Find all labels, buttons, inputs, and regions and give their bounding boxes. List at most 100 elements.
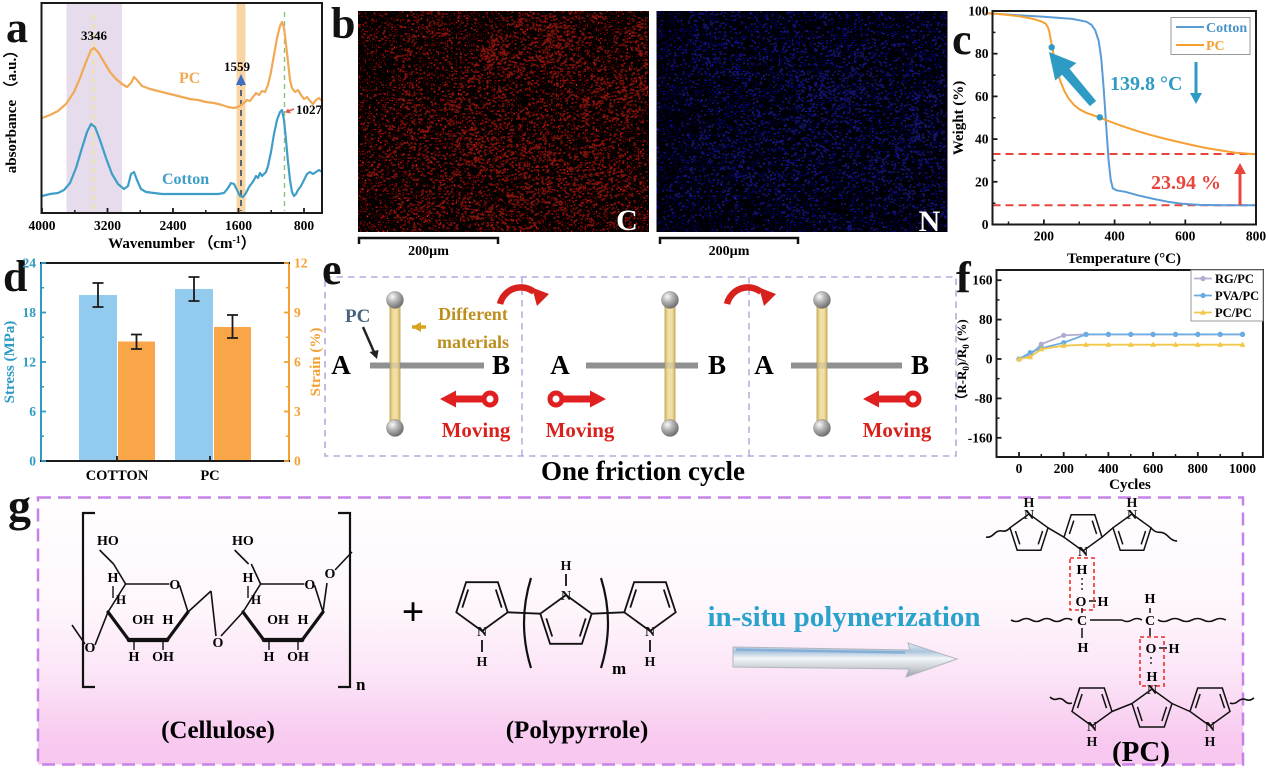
svg-text:200µm: 200µm: [408, 244, 449, 258]
svg-text:(Polypyrrole): (Polypyrrole): [506, 717, 649, 744]
svg-text:400: 400: [1104, 229, 1125, 244]
svg-text:-160: -160: [968, 430, 993, 445]
svg-text:N: N: [1127, 508, 1137, 523]
svg-text:O: O: [1146, 642, 1157, 657]
svg-text:H: H: [1205, 735, 1216, 750]
svg-text:200µm: 200µm: [709, 244, 750, 258]
svg-text:B: B: [708, 350, 726, 380]
svg-text:PVA/PC: PVA/PC: [1215, 289, 1259, 303]
svg-text:23.94 %: 23.94 %: [1151, 172, 1221, 194]
svg-text:20: 20: [975, 174, 989, 189]
svg-text:H: H: [116, 592, 126, 607]
svg-text:H: H: [1169, 642, 1180, 657]
svg-text:N: N: [645, 625, 655, 640]
svg-text:C: C: [1077, 614, 1087, 629]
svg-text:200: 200: [1054, 461, 1075, 476]
svg-text:B: B: [492, 350, 510, 380]
svg-text:800: 800: [1188, 461, 1209, 476]
svg-text:400: 400: [1098, 461, 1119, 476]
svg-text:H: H: [1024, 496, 1035, 511]
svg-text:200: 200: [1034, 229, 1055, 244]
svg-text:Strain (%): Strain (%): [308, 328, 324, 397]
svg-text:2400: 2400: [160, 218, 187, 233]
svg-text:1027: 1027: [296, 102, 323, 117]
svg-text:PC/PC: PC/PC: [1215, 306, 1252, 320]
svg-text:OH: OH: [152, 650, 174, 665]
svg-text:B: B: [911, 350, 929, 380]
svg-text:800: 800: [294, 218, 315, 233]
svg-text:H: H: [243, 571, 254, 586]
svg-text:A: A: [331, 350, 351, 380]
svg-text:H: H: [251, 592, 261, 607]
svg-text:40: 40: [975, 132, 989, 147]
svg-text:N: N: [477, 625, 487, 640]
svg-text:H: H: [129, 650, 140, 665]
svg-text:600: 600: [1175, 229, 1196, 244]
svg-text:12: 12: [294, 256, 308, 271]
svg-text:O: O: [1076, 595, 1087, 610]
svg-text:in-situ polymerization: in-situ polymerization: [707, 601, 980, 633]
svg-text:0: 0: [1016, 461, 1023, 476]
svg-text:3: 3: [294, 404, 301, 419]
svg-text:C: C: [616, 204, 638, 232]
svg-text:H: H: [108, 571, 119, 586]
svg-text:One friction cycle: One friction cycle: [541, 456, 745, 486]
svg-text:n: n: [356, 675, 366, 694]
svg-text:9: 9: [294, 305, 301, 320]
svg-text:Moving: Moving: [442, 418, 511, 442]
svg-text:N: N: [561, 589, 571, 604]
svg-text:139.8 °C: 139.8 °C: [1110, 73, 1182, 95]
svg-text:H: H: [1145, 592, 1156, 607]
svg-text:+: +: [402, 589, 425, 634]
svg-text:OH: OH: [287, 650, 309, 665]
svg-text:H: H: [1087, 735, 1098, 750]
svg-text:OH: OH: [267, 613, 289, 628]
svg-text:PC: PC: [345, 306, 370, 327]
svg-text:H: H: [1077, 563, 1088, 578]
svg-text:N: N: [1147, 683, 1157, 698]
svg-text:O: O: [169, 578, 180, 593]
svg-text:1559: 1559: [224, 59, 251, 74]
svg-text:H: H: [645, 655, 656, 670]
svg-text:m: m: [612, 659, 626, 678]
svg-text:-80: -80: [975, 391, 993, 406]
svg-text:800: 800: [1246, 229, 1267, 244]
svg-text:H: H: [264, 650, 275, 665]
svg-text:RG/PC: RG/PC: [1215, 272, 1254, 286]
svg-text:A: A: [754, 350, 774, 380]
svg-text:HO: HO: [232, 534, 254, 549]
svg-text:12: 12: [23, 355, 37, 370]
svg-text:Moving: Moving: [863, 418, 932, 442]
svg-text:N: N: [1087, 720, 1097, 735]
svg-text:60: 60: [975, 89, 989, 104]
svg-text:Different: Different: [438, 304, 508, 324]
svg-text:80: 80: [979, 312, 993, 327]
svg-text:0: 0: [294, 454, 301, 469]
svg-text:H: H: [561, 559, 572, 574]
svg-text:1000: 1000: [1229, 461, 1256, 476]
svg-text:0: 0: [982, 217, 989, 232]
svg-text:Moving: Moving: [546, 418, 615, 442]
svg-text:24: 24: [23, 256, 37, 271]
svg-text:（R-R0)/R0 (%): （R-R0)/R0 (%): [954, 319, 971, 406]
svg-text:100: 100: [968, 4, 989, 19]
svg-text:Cotton: Cotton: [1206, 21, 1247, 36]
svg-text:3200: 3200: [94, 218, 121, 233]
svg-text:(PC): (PC): [1112, 736, 1170, 768]
svg-text:PC: PC: [179, 70, 200, 87]
svg-text:600: 600: [1143, 461, 1164, 476]
svg-text:Stress (MPa): Stress (MPa): [2, 321, 18, 404]
svg-text:O: O: [325, 567, 336, 582]
svg-text:18: 18: [23, 305, 37, 320]
svg-text:HO: HO: [97, 534, 119, 549]
svg-text:PC: PC: [1206, 39, 1225, 54]
svg-text:(Cellulose): (Cellulose): [161, 717, 275, 744]
svg-text:OH: OH: [132, 613, 154, 628]
svg-text:A: A: [550, 350, 570, 380]
svg-text:H: H: [163, 613, 174, 628]
svg-text:H: H: [1078, 641, 1089, 656]
svg-text:Cotton: Cotton: [162, 171, 209, 188]
svg-text:4000: 4000: [29, 218, 56, 233]
svg-text:O: O: [304, 578, 315, 593]
svg-text:Weight (%): Weight (%): [951, 81, 967, 156]
